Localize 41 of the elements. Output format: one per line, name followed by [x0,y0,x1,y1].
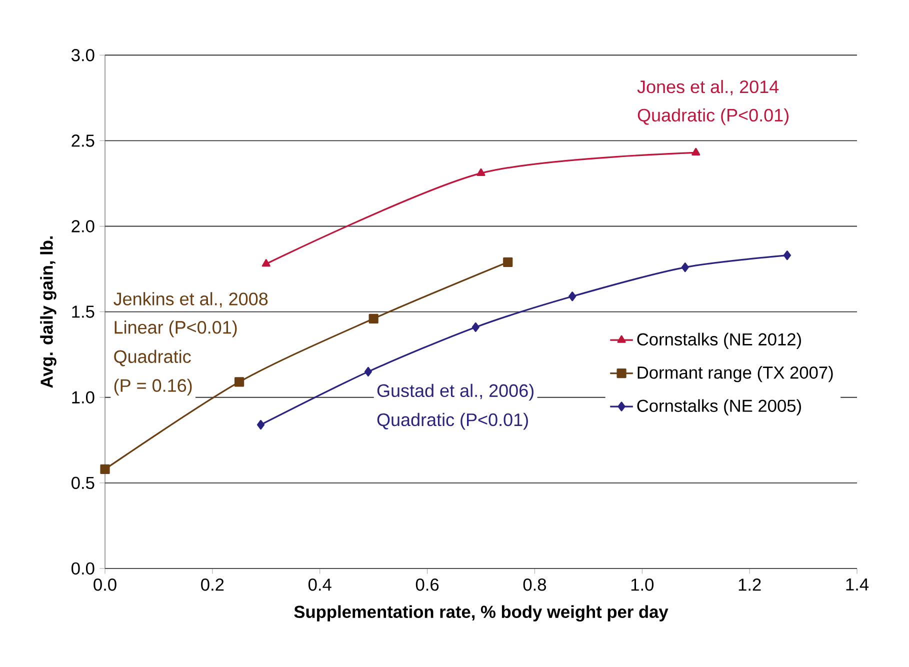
y-tick-label: 1.5 [72,306,94,318]
point [234,377,244,387]
annotation: Jones et al., 2014 [637,80,779,96]
point [364,366,372,376]
legend-label: Cornstalks (NE 2005) [637,399,801,416]
x-tick-label: 1.0 [631,578,654,591]
point [681,262,689,272]
x-tick-label: 0.6 [416,578,439,591]
point [472,322,480,332]
annotation: Quadratic (P<0.01) [377,412,528,430]
point [783,250,791,260]
x-tick-label: 0.2 [201,578,224,591]
point [100,464,110,474]
point [692,148,700,156]
y-tick-label: 0.5 [72,476,94,490]
annotation: Linear (P<0.01) [114,320,237,338]
y-tick-label: 0.0 [72,562,94,575]
x-tick-label: 1.2 [738,578,761,591]
annotation: Quadratic [114,350,191,366]
point [262,259,270,267]
annotation: (P = 0.16) [114,378,192,396]
x-tick-label: 0.0 [94,578,116,591]
y-tick-label: 1.0 [72,391,94,404]
y-tick-label: 2.0 [72,220,94,232]
y-tick-label: 2.5 [72,134,94,147]
x-axis-title: Supplementation rate, % body weight per day [294,605,668,622]
annotation: Quadratic (P<0.01) [638,108,788,126]
x-tick-label: 0.8 [523,578,546,591]
y-axis-title: Avg. daily gain, lb. [40,236,56,388]
point [368,314,378,324]
x-tick-label: 1.4 [846,578,869,590]
point [256,420,265,430]
point [568,292,576,302]
annotation: Gustad et al., 2006) [377,384,534,401]
y-tick-label: 3.0 [72,48,94,62]
point [476,168,486,176]
x-tick-label: 0.4 [308,578,332,591]
legend-label: Dormant range (TX 2007) [638,366,833,382]
annotation: Jenkins et al., 2008 [114,292,268,308]
point [503,257,513,267]
legend-label: Cornstalks (NE 2012) [637,332,801,349]
